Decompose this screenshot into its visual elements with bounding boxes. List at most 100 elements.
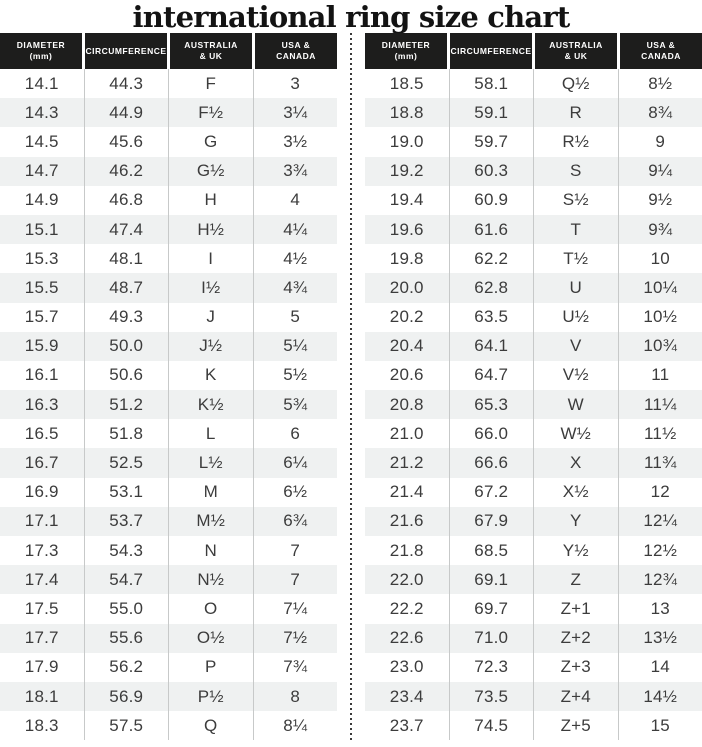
table-row: 14.5 45.6 G 3½ bbox=[0, 127, 337, 157]
table-cell: 14 bbox=[650, 657, 670, 677]
table-cell: 17.9 bbox=[0, 652, 85, 682]
table-row: 14.1 44.3 F 3 bbox=[0, 69, 337, 99]
table-row: 20.2 63.5 U½ 10½ bbox=[365, 302, 702, 332]
table-row: 18.3 57.5 Q 8¼ bbox=[0, 711, 337, 741]
table-row: 16.7 52.5 L½ 6¼ bbox=[0, 448, 337, 478]
table-cell: 61.6 bbox=[450, 214, 534, 245]
header-row: DIAMETER (mm) CIRCUMFERENCE AUSTRALIA & UK… bbox=[365, 33, 702, 69]
table-cell: 8 bbox=[290, 686, 301, 706]
table-cell: R bbox=[534, 98, 619, 128]
table-row: 15.7 49.3 J 5 bbox=[0, 302, 337, 332]
table-cell: 11¾ bbox=[644, 453, 677, 473]
column-header: DIAMETER (mm) bbox=[0, 33, 82, 69]
table-cell: 6¼ bbox=[283, 453, 308, 473]
table-cell: G bbox=[169, 127, 254, 157]
table-cell: 7½ bbox=[283, 628, 308, 648]
table-cell: 67.2 bbox=[450, 477, 534, 507]
table-cell: 9 bbox=[655, 131, 666, 151]
column-header: CIRCUMFERENCE bbox=[450, 33, 532, 69]
table-cell: 22.0 bbox=[365, 565, 450, 595]
table-cell: 74.5 bbox=[450, 711, 534, 741]
table-cell: V½ bbox=[534, 360, 619, 391]
table-cell: 19.4 bbox=[365, 185, 450, 215]
table-cell: 68.5 bbox=[450, 536, 534, 566]
table-row: 21.0 66.0 W½ 11½ bbox=[365, 419, 702, 449]
table-cell: Y½ bbox=[534, 536, 619, 566]
table-row: 19.2 60.3 S 9¼ bbox=[365, 156, 702, 186]
table-cell: 44.3 bbox=[85, 69, 169, 99]
table-cell: F bbox=[169, 69, 254, 99]
table-row: 16.1 50.6 K 5½ bbox=[0, 360, 337, 391]
table-cell: P½ bbox=[169, 681, 254, 712]
table-row: 18.8 59.1 R 8¾ bbox=[365, 98, 702, 128]
table-cell: 60.3 bbox=[450, 156, 534, 186]
table-row: 20.0 62.8 U 10¼ bbox=[365, 273, 702, 303]
table-cell: 4¾ bbox=[283, 277, 308, 297]
table-cell: 72.3 bbox=[450, 652, 534, 682]
table-cell: 14.3 bbox=[0, 98, 85, 128]
table-cell: 18.1 bbox=[0, 681, 85, 712]
table-cell: 15.5 bbox=[0, 273, 85, 303]
table-cell: 13 bbox=[650, 598, 670, 618]
table-cell: T½ bbox=[534, 244, 619, 274]
table-cell: 8¼ bbox=[283, 715, 308, 735]
table-cell: J bbox=[169, 302, 254, 332]
table-row: 17.1 53.7 M½ 6¾ bbox=[0, 506, 337, 536]
table-cell: 73.5 bbox=[450, 681, 534, 712]
table-cell: 19.6 bbox=[365, 214, 450, 245]
table-cell: 21.6 bbox=[365, 506, 450, 536]
table-cell: 6½ bbox=[283, 482, 308, 502]
table-cell: 66.6 bbox=[450, 448, 534, 478]
table-cell: 18.5 bbox=[365, 69, 450, 99]
table-cell: U½ bbox=[534, 302, 619, 332]
table-cell: 20.2 bbox=[365, 302, 450, 332]
table-cell: 62.8 bbox=[450, 273, 534, 303]
table-row: 23.0 72.3 Z+3 14 bbox=[365, 652, 702, 682]
table-cell: 14.1 bbox=[0, 69, 85, 99]
table-cell: Q bbox=[169, 711, 254, 741]
table-cell: 3¼ bbox=[283, 102, 308, 122]
table-cell: 11½ bbox=[644, 423, 677, 443]
table-row: 14.9 46.8 H 4 bbox=[0, 185, 337, 215]
table-cell: 45.6 bbox=[85, 127, 169, 157]
table-row: 15.3 48.1 I 4½ bbox=[0, 244, 337, 274]
table-cell: 20.6 bbox=[365, 360, 450, 391]
table-cell: 23.7 bbox=[365, 711, 450, 741]
table-row: 19.0 59.7 R½ 9 bbox=[365, 127, 702, 157]
table-row: 22.2 69.7 Z+1 13 bbox=[365, 594, 702, 624]
table-row: 20.4 64.1 V 10¾ bbox=[365, 331, 702, 361]
table-cell: 4 bbox=[290, 190, 301, 210]
table-cell: V bbox=[534, 331, 619, 361]
table-cell: 19.2 bbox=[365, 156, 450, 186]
table-cell: 19.0 bbox=[365, 127, 450, 157]
table-cell: 23.4 bbox=[365, 681, 450, 712]
column-header: CIRCUMFERENCE bbox=[85, 33, 167, 69]
table-row: 19.4 60.9 S½ 9½ bbox=[365, 185, 702, 215]
table-cell: 7¼ bbox=[283, 598, 308, 618]
table-row: 21.4 67.2 X½ 12 bbox=[365, 477, 702, 507]
table-cell: 7 bbox=[290, 569, 301, 589]
table-cell: 11 bbox=[651, 365, 670, 385]
table-cell: 5 bbox=[290, 307, 301, 327]
table-cell: 69.1 bbox=[450, 565, 534, 595]
table-cell: O bbox=[169, 594, 254, 624]
table-cell: S½ bbox=[534, 185, 619, 215]
table-cell: 65.3 bbox=[450, 390, 534, 420]
table-cell: Z+5 bbox=[534, 711, 619, 741]
table-row: 21.6 67.9 Y 12¼ bbox=[365, 506, 702, 536]
table-row: 23.4 73.5 Z+4 14½ bbox=[365, 681, 702, 712]
table-cell: Z+3 bbox=[534, 652, 619, 682]
table-cell: M bbox=[169, 477, 254, 507]
table-cell: 7¾ bbox=[283, 657, 308, 677]
table-cell: W½ bbox=[534, 419, 619, 449]
table-cell: W bbox=[534, 390, 619, 420]
table-cell: 7 bbox=[290, 540, 301, 560]
table-row: 17.4 54.7 N½ 7 bbox=[0, 565, 337, 595]
table-cell: 9¼ bbox=[648, 161, 673, 181]
table-cell: 48.7 bbox=[85, 273, 169, 303]
table-row: 23.7 74.5 Z+5 15 bbox=[365, 711, 702, 741]
table-cell: 4¼ bbox=[283, 219, 308, 239]
table-cell: Z+4 bbox=[534, 681, 619, 712]
table-cell: 15 bbox=[650, 715, 670, 735]
table-row: 20.8 65.3 W 11¼ bbox=[365, 390, 702, 420]
